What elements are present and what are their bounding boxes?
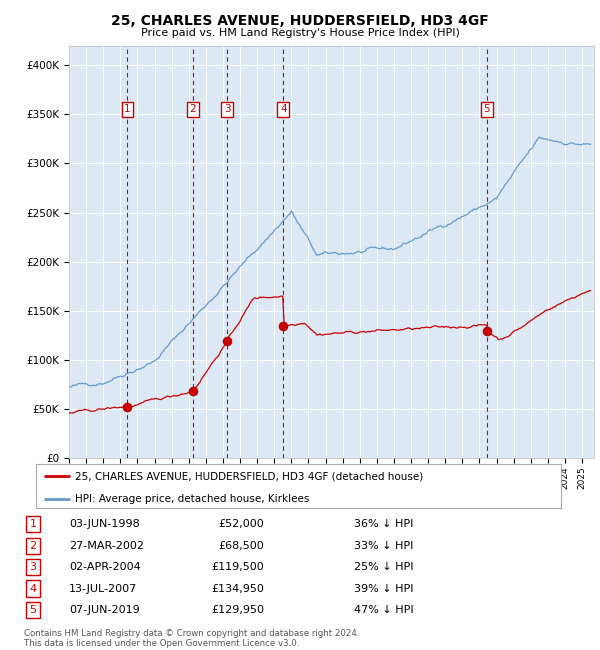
Text: This data is licensed under the Open Government Licence v3.0.: This data is licensed under the Open Gov…: [24, 639, 299, 648]
Text: 33% ↓ HPI: 33% ↓ HPI: [354, 541, 413, 551]
Text: 2: 2: [190, 105, 196, 114]
Text: £68,500: £68,500: [218, 541, 264, 551]
Text: 5: 5: [29, 605, 37, 615]
Text: 02-APR-2004: 02-APR-2004: [69, 562, 141, 572]
Text: £52,000: £52,000: [218, 519, 264, 529]
Text: 1: 1: [29, 519, 37, 529]
Text: 2: 2: [29, 541, 37, 551]
Text: £119,500: £119,500: [211, 562, 264, 572]
Text: 5: 5: [484, 105, 490, 114]
Text: 39% ↓ HPI: 39% ↓ HPI: [354, 584, 413, 593]
Text: Contains HM Land Registry data © Crown copyright and database right 2024.: Contains HM Land Registry data © Crown c…: [24, 629, 359, 638]
Text: Price paid vs. HM Land Registry's House Price Index (HPI): Price paid vs. HM Land Registry's House …: [140, 28, 460, 38]
Text: 4: 4: [280, 105, 287, 114]
Text: 07-JUN-2019: 07-JUN-2019: [69, 605, 140, 615]
Text: £134,950: £134,950: [211, 584, 264, 593]
Text: 3: 3: [29, 562, 37, 572]
Text: 03-JUN-1998: 03-JUN-1998: [69, 519, 140, 529]
Text: 1: 1: [124, 105, 131, 114]
Text: 13-JUL-2007: 13-JUL-2007: [69, 584, 137, 593]
Text: 36% ↓ HPI: 36% ↓ HPI: [354, 519, 413, 529]
Text: 25, CHARLES AVENUE, HUDDERSFIELD, HD3 4GF (detached house): 25, CHARLES AVENUE, HUDDERSFIELD, HD3 4G…: [76, 471, 424, 482]
Text: £129,950: £129,950: [211, 605, 264, 615]
Text: 27-MAR-2002: 27-MAR-2002: [69, 541, 144, 551]
Text: HPI: Average price, detached house, Kirklees: HPI: Average price, detached house, Kirk…: [76, 493, 310, 504]
Text: 25% ↓ HPI: 25% ↓ HPI: [354, 562, 413, 572]
Text: 25, CHARLES AVENUE, HUDDERSFIELD, HD3 4GF: 25, CHARLES AVENUE, HUDDERSFIELD, HD3 4G…: [111, 14, 489, 29]
Text: 47% ↓ HPI: 47% ↓ HPI: [354, 605, 413, 615]
Text: 3: 3: [224, 105, 230, 114]
Text: 4: 4: [29, 584, 37, 593]
